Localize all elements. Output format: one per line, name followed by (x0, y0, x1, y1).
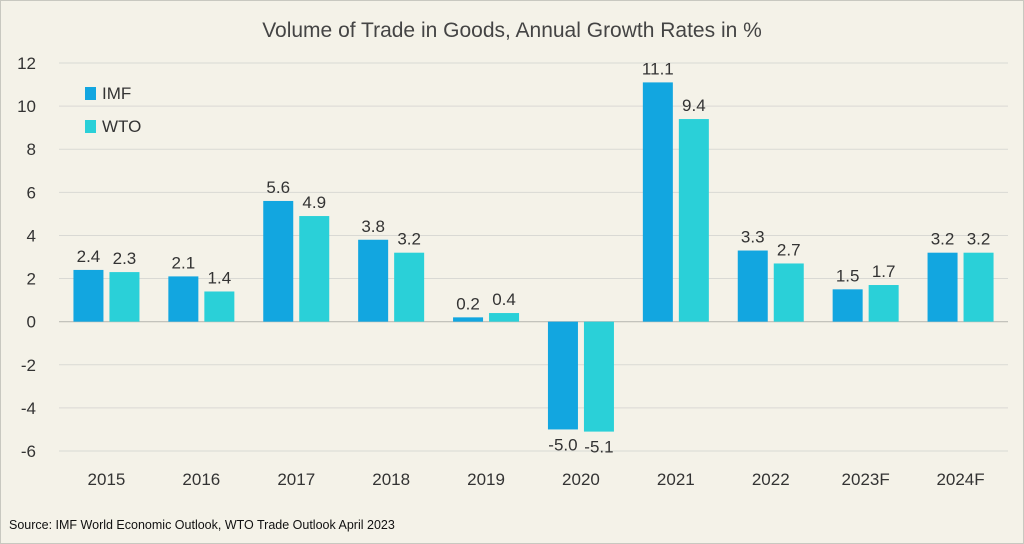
data-label: 3.2 (967, 230, 991, 249)
bar-imf (927, 252, 958, 322)
bar-imf (642, 82, 673, 322)
x-tick-label: 2022 (752, 470, 790, 489)
gridlines (59, 62, 1008, 452)
data-label: 2.4 (77, 247, 101, 266)
bars (73, 82, 994, 432)
x-tick-label: 2024F (936, 470, 984, 489)
x-tick-label: 2015 (88, 470, 126, 489)
y-tick-label: 10 (17, 97, 36, 116)
data-label: 5.6 (266, 178, 290, 197)
bar-imf (737, 250, 768, 322)
data-label: 3.2 (931, 230, 955, 249)
y-tick-label: 0 (27, 313, 36, 332)
bar-imf (263, 200, 294, 322)
bar-wto (678, 119, 709, 322)
bar-wto (299, 216, 330, 322)
data-label: 11.1 (642, 59, 674, 78)
data-label: 3.2 (397, 230, 421, 249)
bar-wto (489, 313, 520, 322)
bar-imf (832, 289, 863, 322)
bar-imf (358, 239, 389, 322)
data-label: -5.0 (548, 435, 577, 454)
x-tick-label: 2023F (842, 470, 890, 489)
y-tick-label: -4 (21, 399, 36, 418)
data-label: 4.9 (302, 193, 326, 212)
bar-wto (773, 263, 804, 322)
data-labels: 2.4 2.3 2.1 1.4 5.6 4.9 3.8 3.2 0.2 0.4 -5.0 -5.1 11… (77, 59, 991, 456)
legend-swatch-imf (85, 87, 96, 100)
y-tick-label: 8 (27, 140, 36, 159)
data-label: -5.1 (584, 438, 613, 457)
x-tick-label: 2019 (467, 470, 505, 489)
y-axis: -6 -4 -2 0 2 4 6 8 10 12 (17, 54, 36, 461)
data-label: 1.5 (836, 266, 860, 285)
data-label: 1.4 (208, 268, 232, 287)
chart-title: Volume of Trade in Goods, Annual Growth … (262, 19, 762, 42)
y-tick-label: 6 (27, 183, 36, 202)
data-label: 1.7 (872, 262, 896, 281)
x-tick-label: 2020 (562, 470, 600, 489)
data-label: 3.8 (361, 217, 385, 236)
bar-imf (168, 276, 199, 322)
source-note: Source: IMF World Economic Outlook, WTO … (9, 518, 395, 532)
legend-label: IMF (102, 84, 131, 103)
y-tick-label: 2 (27, 270, 36, 289)
data-label: 0.2 (456, 294, 480, 313)
x-tick-label: 2018 (372, 470, 410, 489)
legend: IMF WTO (85, 84, 141, 136)
bar-imf (453, 317, 484, 322)
data-label: 2.1 (172, 253, 196, 272)
bar-wto (868, 285, 899, 322)
data-label: 3.3 (741, 228, 765, 247)
legend-label: WTO (102, 117, 141, 136)
x-tick-label: 2016 (182, 470, 220, 489)
y-tick-label: 12 (17, 54, 36, 73)
data-label: 0.4 (492, 290, 516, 309)
bar-wto (109, 272, 140, 322)
data-label: 2.3 (113, 249, 137, 268)
bar-wto (394, 252, 425, 322)
bar-imf (547, 321, 578, 430)
y-tick-label: -2 (21, 356, 36, 375)
legend-swatch-wto (85, 120, 96, 133)
x-axis: 2015 2016 2017 2018 2019 2020 2021 2022 2023F 202… (88, 470, 985, 489)
data-label: 9.4 (682, 96, 706, 115)
x-tick-label: 2017 (277, 470, 315, 489)
y-tick-label: -6 (21, 442, 36, 461)
bar-imf (73, 269, 104, 322)
bar-wto (583, 321, 614, 432)
y-tick-label: 4 (27, 226, 36, 245)
x-tick-label: 2021 (657, 470, 695, 489)
bar-wto (204, 291, 235, 322)
data-label: 2.7 (777, 240, 801, 259)
bar-wto (963, 252, 994, 322)
